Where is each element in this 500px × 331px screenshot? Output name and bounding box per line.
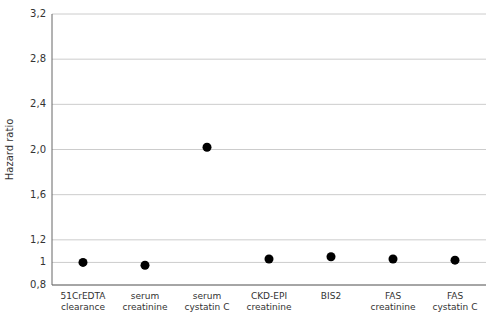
dot [265, 255, 274, 264]
dot [79, 258, 88, 267]
points [79, 143, 460, 270]
x-tick-label: serumcystatin C [185, 291, 230, 312]
y-tick-label: 1 [40, 256, 46, 267]
x-tick-label: FAScystatin C [433, 291, 478, 312]
x-tick-label: CKD-EPIcreatinine [247, 291, 292, 312]
grid-line [52, 104, 486, 105]
x-tick-label: serumcreatinine [123, 291, 168, 312]
x-tick-label: FAScreatinine [371, 291, 416, 312]
dot [141, 261, 150, 270]
dot [327, 252, 336, 261]
grid-line [52, 194, 486, 195]
y-tick-label: 3,2 [30, 8, 46, 19]
y-tick-label: 1,2 [30, 234, 46, 245]
y-tick-label: 2,8 [30, 53, 46, 64]
chart: 0,8 1 1,2 1,6 2,0 2,4 2,8 3,2 51CrEDTAclearance s… [0, 0, 500, 331]
grid [52, 14, 486, 285]
y-axis-label: Hazard ratio [4, 119, 15, 181]
x-ticks: 51CrEDTAclearance serumcreatinine serumcys… [60, 291, 477, 312]
grid-line [52, 14, 486, 15]
y-tick-label: 0,8 [30, 279, 46, 290]
y-tick-label: 2,4 [30, 98, 46, 109]
grid-line [52, 285, 486, 286]
grid-line [52, 239, 486, 240]
y-ticks: 0,8 1 1,2 1,6 2,0 2,4 2,8 3,2 [30, 8, 46, 290]
grid-line [52, 59, 486, 60]
grid-line [52, 149, 486, 150]
y-axis [52, 14, 53, 285]
x-tick-label: 51CrEDTAclearance [60, 291, 106, 312]
y-tick-label: 1,6 [30, 189, 46, 200]
dot [451, 256, 460, 265]
x-tick-label: BIS2 [321, 291, 341, 301]
dot [203, 143, 212, 152]
dot [389, 255, 398, 264]
x-axis [52, 285, 486, 286]
y-tick-label: 2,0 [30, 144, 46, 155]
